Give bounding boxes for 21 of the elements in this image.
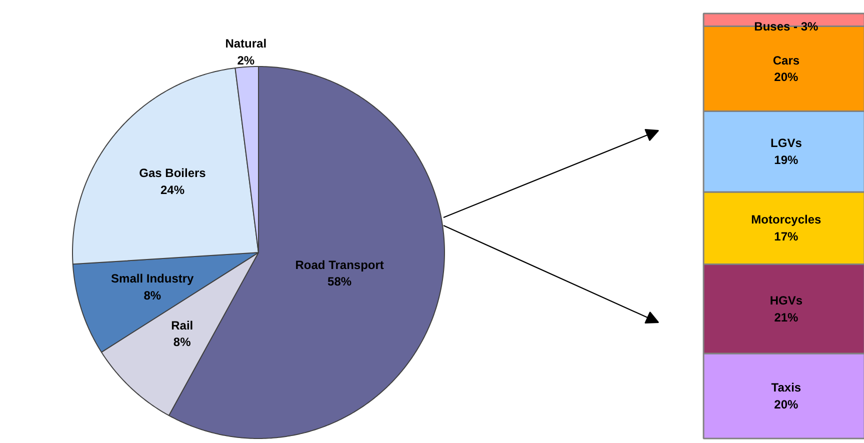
- series-label: LGVs: [770, 136, 802, 150]
- data-label: 20%: [774, 397, 799, 412]
- slice-label: Rail: [171, 318, 194, 332]
- slice-label: Natural: [225, 36, 267, 51]
- data-label: 21%: [774, 310, 799, 324]
- slice-label: Road Transport: [295, 258, 384, 272]
- data-label: 24%: [160, 182, 185, 197]
- data-label: 17%: [774, 230, 799, 244]
- series-label: Taxis: [771, 380, 802, 395]
- series-label: Cars: [772, 53, 800, 68]
- series-label: Motorcycles: [751, 212, 822, 227]
- data-label: 20%: [774, 70, 799, 84]
- series-label: HGVs: [770, 293, 803, 308]
- data-label: 8%: [144, 288, 162, 302]
- slice-label: Small Industry: [111, 272, 194, 286]
- text: Buses - 3%: [754, 19, 818, 34]
- data-label: 2%: [237, 53, 255, 68]
- slice-label: Gas Boilers: [139, 166, 206, 180]
- data-label: 19%: [774, 153, 799, 168]
- data-label: 8%: [173, 335, 192, 350]
- data-label: 58%: [328, 274, 352, 289]
